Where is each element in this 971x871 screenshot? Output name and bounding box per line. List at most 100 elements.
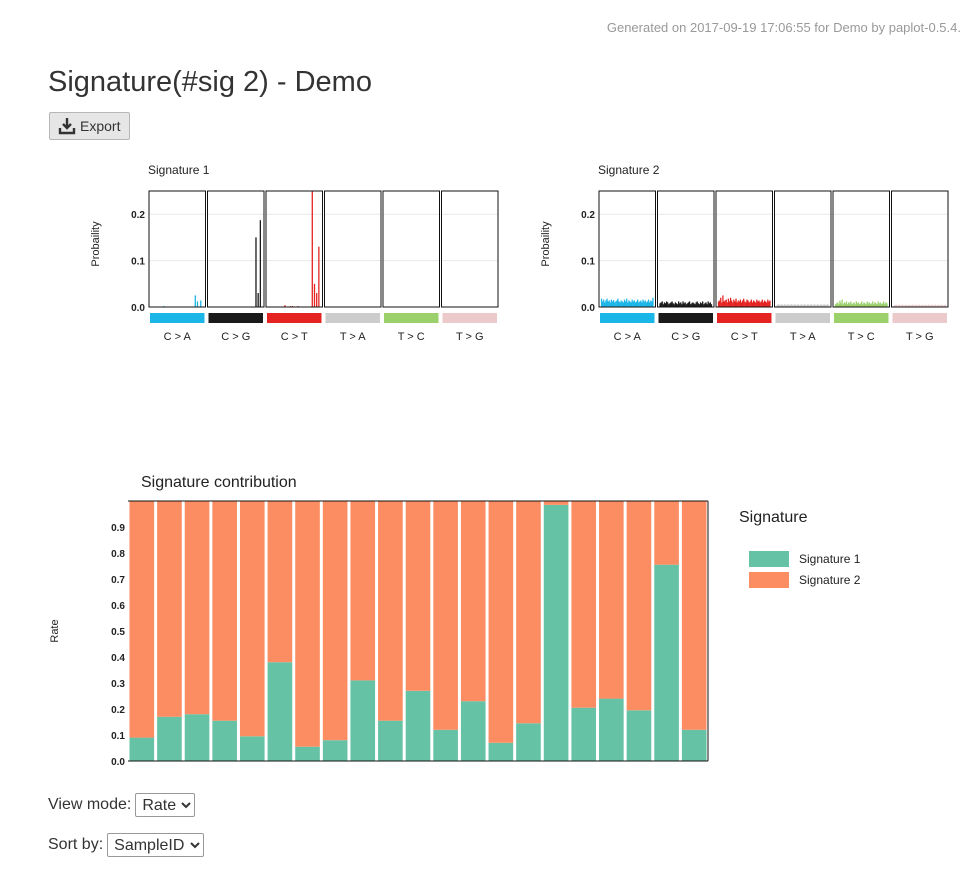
y-tick-label: 0.0 <box>581 303 595 314</box>
stacked-bar-segment <box>350 680 376 761</box>
export-button[interactable]: Export <box>49 112 130 140</box>
category-color-bar <box>658 313 713 323</box>
panel-frame <box>441 190 499 308</box>
stacked-bar-segment <box>654 564 679 761</box>
stacked-bar-segment <box>295 501 320 747</box>
export-label: Export <box>80 118 121 134</box>
panel-frame <box>382 190 440 308</box>
stacked-bar-segment <box>267 662 293 761</box>
category-label: T > A <box>340 331 366 343</box>
stacked-bar-segment <box>599 698 624 761</box>
stacked-bar-segment <box>267 501 293 663</box>
sort-by-control: Sort by: SampleID <box>48 833 205 857</box>
y-tick-label: 0.1 <box>581 257 595 268</box>
stacked-bar-segment <box>516 501 541 724</box>
stacked-bar-segment <box>543 501 569 505</box>
category-label: C > G <box>671 331 700 343</box>
stacked-bar-segment <box>433 501 458 730</box>
category-color-bar <box>267 313 322 323</box>
category-label: C > T <box>731 331 758 343</box>
y-tick-label: 0.7 <box>111 575 125 586</box>
sort-by-select[interactable]: SampleID <box>107 833 205 857</box>
panel-frame <box>774 190 832 308</box>
signature-title: Signature 1 <box>148 163 210 177</box>
category-color-bar <box>384 313 439 323</box>
stacked-bar-segment <box>433 729 458 761</box>
stacked-bar-segment <box>488 501 514 743</box>
stacked-bar-segment <box>654 501 679 565</box>
stacked-bar-segment <box>157 716 182 761</box>
page-title: Signature(#sig 2) - Demo <box>48 66 372 98</box>
stacked-bar-segment <box>543 504 569 761</box>
category-color-bar <box>775 313 830 323</box>
stacked-bar-segment <box>378 501 403 721</box>
stacked-bar-segment <box>378 720 403 761</box>
category-color-bar <box>150 313 205 323</box>
stacked-bar-segment <box>295 746 320 761</box>
signature-1-chart: Signature 1 Probaility 0.0 0.1 0.2 C > A C > G… <box>90 163 499 343</box>
category-label: C > G <box>221 331 250 343</box>
category-label: C > A <box>164 331 192 343</box>
stacked-bar-segment <box>212 720 237 761</box>
panel-frame <box>207 190 265 308</box>
category-label: T > C <box>848 331 875 343</box>
legend-swatch <box>749 551 789 567</box>
y-tick-label: 0.0 <box>131 303 145 314</box>
category-label: T > G <box>906 331 934 343</box>
signature-title: Signature 2 <box>598 163 660 177</box>
sort-by-label: Sort by: <box>48 836 104 853</box>
stacked-bar-segment <box>516 723 541 761</box>
stacked-bar-segment <box>239 501 265 737</box>
category-color-bar <box>442 313 497 323</box>
stacked-bar-segment <box>212 501 237 721</box>
category-color-bar <box>892 313 947 323</box>
category-label: T > A <box>790 331 816 343</box>
chart-title: Signature contribution <box>141 474 297 491</box>
category-color-bar <box>208 313 263 323</box>
y-tick-label: 0.2 <box>581 210 595 221</box>
legend-title: Signature <box>739 509 808 526</box>
y-tick-label: 0.4 <box>111 653 125 664</box>
category-color-bar <box>717 313 772 323</box>
stacked-bar-segment <box>184 501 210 715</box>
category-label: C > A <box>614 331 642 343</box>
panel-frame <box>265 190 323 308</box>
panel-frame <box>832 190 890 308</box>
stacked-bar-segment <box>626 501 652 711</box>
stacked-bar-segment <box>322 740 348 761</box>
category-label: T > G <box>456 331 484 343</box>
stacked-bar-segment <box>626 710 652 761</box>
view-mode-control: View mode: Rate <box>48 793 196 817</box>
y-tick-label: 0.2 <box>111 705 125 716</box>
y-tick-label: 0.2 <box>131 210 145 221</box>
view-mode-select[interactable]: Rate <box>135 793 196 817</box>
signature-2-chart: Signature 2 Probaility 0.0 0.1 0.2 C > A C > G… <box>540 163 949 343</box>
category-color-bar <box>325 313 380 323</box>
stacked-bar-segment <box>460 701 486 761</box>
y-tick-label: 0.0 <box>111 757 125 768</box>
stacked-bar-segment <box>599 501 624 699</box>
view-mode-label: View mode: <box>48 796 132 813</box>
y-tick-label: 0.1 <box>111 731 125 742</box>
stacked-bar-segment <box>405 501 431 691</box>
category-color-bar <box>600 313 655 323</box>
y-tick-label: 0.9 <box>111 523 125 534</box>
y-axis-label: Rate <box>49 619 61 642</box>
y-tick-label: 0.6 <box>111 601 125 612</box>
stacked-bar-segment <box>488 742 514 761</box>
stacked-bar-segment <box>681 729 707 761</box>
panel-frame <box>324 190 382 308</box>
y-tick-label: 0.8 <box>111 549 125 560</box>
stacked-bar-segment <box>571 707 597 761</box>
y-tick-label: 0.3 <box>111 679 125 690</box>
signature-contribution-chart: Signature contribution Rate 0.0 0.1 0.2 0.3 0.… <box>49 474 861 768</box>
panel-frame <box>148 190 206 308</box>
stacked-bar-segment <box>184 714 210 761</box>
category-color-bar <box>834 313 889 323</box>
y-tick-label: 0.1 <box>131 257 145 268</box>
generated-info: Generated on 2017-09-19 17:06:55 for Dem… <box>606 20 961 35</box>
y-axis-label: Probaility <box>90 221 102 267</box>
panel-frame <box>891 190 949 308</box>
stacked-bar-segment <box>571 501 597 708</box>
stacked-bar-segment <box>239 736 265 761</box>
